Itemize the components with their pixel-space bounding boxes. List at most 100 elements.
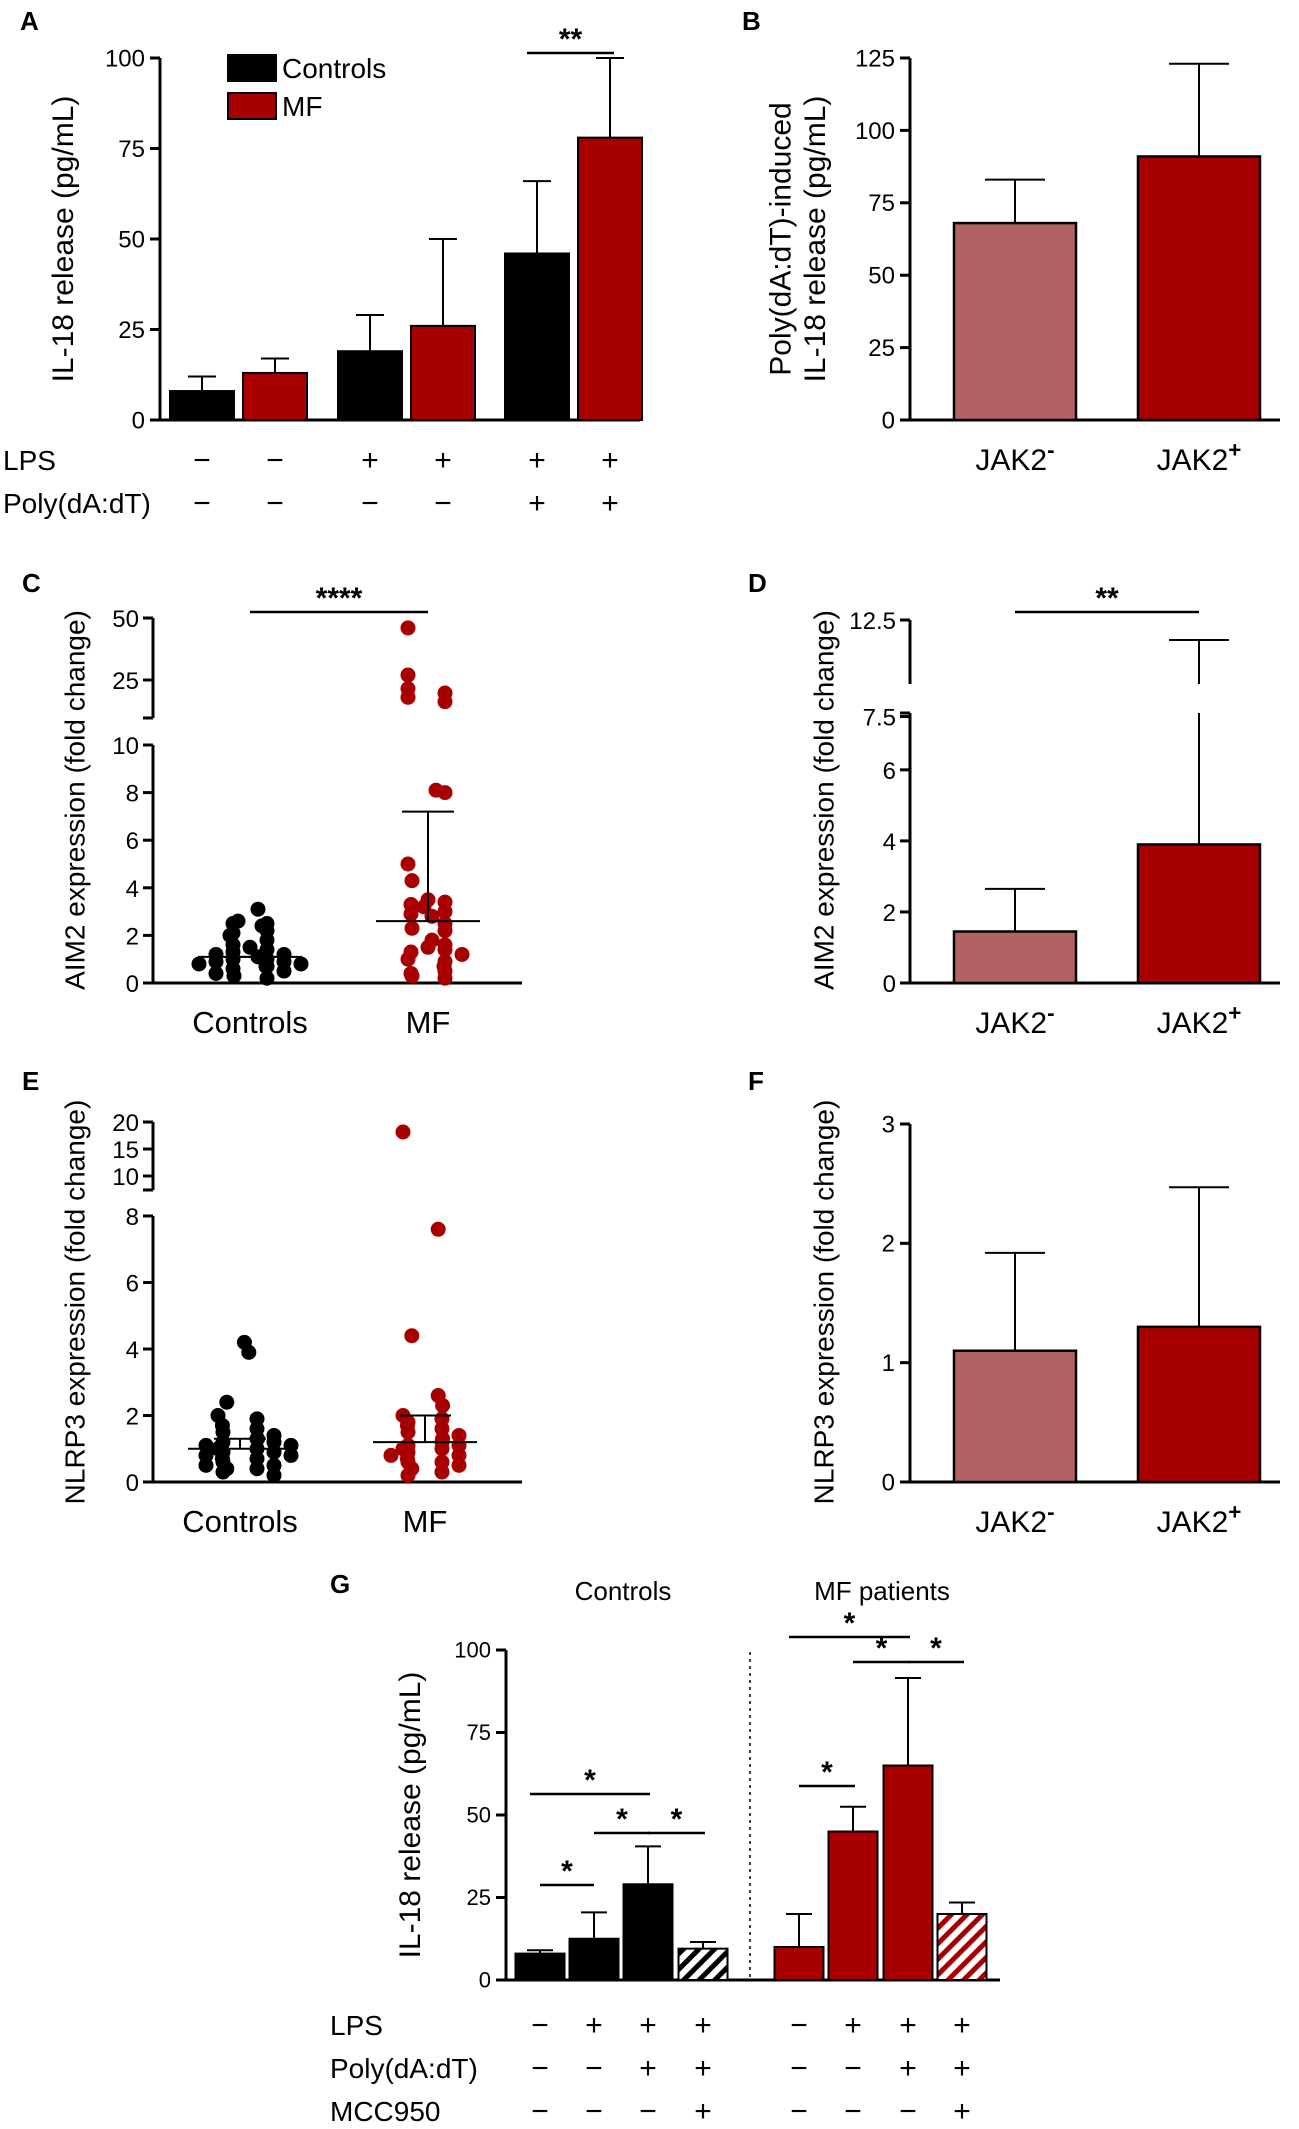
data-point — [404, 1328, 420, 1344]
bar — [514, 1952, 566, 1981]
treatment-sign: − — [585, 2095, 603, 2128]
y-tick-label: 12.5 — [849, 608, 896, 635]
data-point — [404, 920, 420, 936]
data-point — [400, 620, 416, 636]
data-point — [434, 1441, 450, 1457]
panel-f: F NLRP3 expression (fold change) 0 1 2 3 JAK2-… — [748, 1066, 1280, 1539]
y-axis-label: NLRP3 expression (fold change) — [808, 1100, 839, 1505]
treatment-sign: + — [953, 2052, 971, 2085]
data-point — [404, 968, 420, 984]
treatment-sign: − — [899, 2095, 917, 2128]
x-tick-label: MF — [406, 1005, 451, 1040]
bar — [827, 1830, 879, 1981]
data-point — [191, 956, 207, 972]
data-point — [434, 1464, 450, 1480]
treatment-sign: + — [844, 2009, 862, 2042]
y-axis-label: IL-18 release (pg/mL) — [47, 96, 80, 383]
treatment-label: Poly(dA:dT) — [330, 2053, 478, 2084]
treatment-label: Poly(dA:dT) — [3, 488, 151, 519]
treatment-sign: + — [953, 2009, 971, 2042]
x-tick-label: JAK2- — [975, 437, 1054, 477]
panel-a: A IL-18 release (pg/mL) 0 25 50 75 100 ** Contro… — [3, 6, 643, 520]
data-point — [435, 1398, 451, 1414]
data-point — [404, 873, 420, 889]
data-point — [437, 923, 453, 939]
bar — [952, 930, 1078, 985]
bar — [1136, 155, 1262, 422]
treatment-sign: − — [585, 2052, 603, 2085]
significance-label: * — [876, 1632, 888, 1665]
panel-letter: D — [748, 568, 767, 598]
y-tick-label: 0 — [132, 407, 145, 434]
treatment-sign: + — [694, 2095, 712, 2128]
treatment-sign: − — [193, 487, 211, 520]
treatment-label: MCC950 — [330, 2096, 440, 2127]
y-tick-label: 8 — [126, 781, 139, 808]
y-tick-label: 25 — [467, 1885, 491, 1910]
treatment-sign: − — [844, 2095, 862, 2128]
y-tick-label: 25 — [118, 317, 145, 344]
y-axis-label: IL-18 release (pg/mL) — [394, 1672, 427, 1959]
treatment-sign: + — [694, 2009, 712, 2042]
y-tick-label: 2 — [883, 900, 896, 927]
bar — [242, 371, 308, 422]
treatment-sign: + — [361, 444, 379, 477]
y-tick-label: 6 — [126, 1271, 139, 1298]
data-point — [219, 1394, 235, 1410]
bar — [337, 350, 403, 421]
treatment-sign: − — [790, 2009, 808, 2042]
significance-label: * — [821, 1756, 833, 1789]
data-point — [266, 1467, 282, 1483]
x-tick-label: MF — [403, 1504, 448, 1539]
legend-swatch — [227, 54, 277, 82]
treatment-sign: + — [953, 2095, 971, 2128]
y-tick-label: 10 — [112, 733, 139, 760]
legend-swatch — [227, 92, 277, 120]
treatment-sign: − — [639, 2095, 657, 2128]
data-point — [437, 970, 453, 986]
bar — [1136, 1325, 1262, 1484]
panel-d: D AIM2 expression (fold change) 0 2 4 6 7.5 12.… — [748, 568, 1280, 1040]
y-tick-label: 6 — [883, 758, 896, 785]
y-tick-label: 4 — [126, 876, 139, 903]
x-tick-label: Controls — [182, 1504, 297, 1539]
bar — [622, 1883, 674, 1982]
group-title: Controls — [575, 1576, 672, 1606]
data-point — [241, 1344, 257, 1360]
y-tick-label: 100 — [454, 1638, 491, 1663]
y-axis-label: AIM2 expression (fold change) — [59, 610, 90, 990]
treatment-sign: − — [266, 487, 284, 520]
data-point — [266, 1444, 282, 1460]
y-tick-label: 3 — [882, 1111, 895, 1138]
y-tick-label: 0 — [882, 1469, 895, 1496]
group-title: MF patients — [814, 1576, 950, 1606]
data-point — [400, 951, 416, 967]
data-point — [198, 1457, 214, 1473]
treatment-sign: + — [899, 2009, 917, 2042]
y-tick-label: 100 — [105, 45, 145, 72]
y-tick-label: 25 — [868, 335, 895, 362]
y-tick-label: 50 — [112, 606, 139, 633]
data-point — [226, 968, 242, 984]
x-tick-label: JAK2- — [975, 1499, 1054, 1539]
panel-letter: C — [22, 568, 41, 598]
legend-label: MF — [282, 91, 322, 122]
y-tick-label: 7.5 — [863, 705, 896, 732]
data-point — [208, 965, 224, 981]
treatment-sign: − — [531, 2095, 549, 2128]
data-point — [215, 1464, 231, 1480]
bar — [773, 1946, 825, 1981]
y-tick-label: 0 — [479, 1968, 491, 1993]
significance-label: * — [561, 1855, 573, 1888]
y-tick-label: 1 — [882, 1350, 895, 1377]
bar — [169, 390, 235, 422]
y-tick-label: 25 — [112, 668, 139, 695]
data-point — [400, 667, 416, 683]
data-point — [383, 1447, 399, 1463]
treatment-sign: − — [790, 2095, 808, 2128]
panel-letter: A — [20, 6, 39, 36]
y-axis-label: IL-18 release (pg/mL) — [799, 96, 832, 383]
y-axis-label: AIM2 expression (fold change) — [808, 610, 839, 990]
y-tick-label: 0 — [883, 971, 896, 998]
